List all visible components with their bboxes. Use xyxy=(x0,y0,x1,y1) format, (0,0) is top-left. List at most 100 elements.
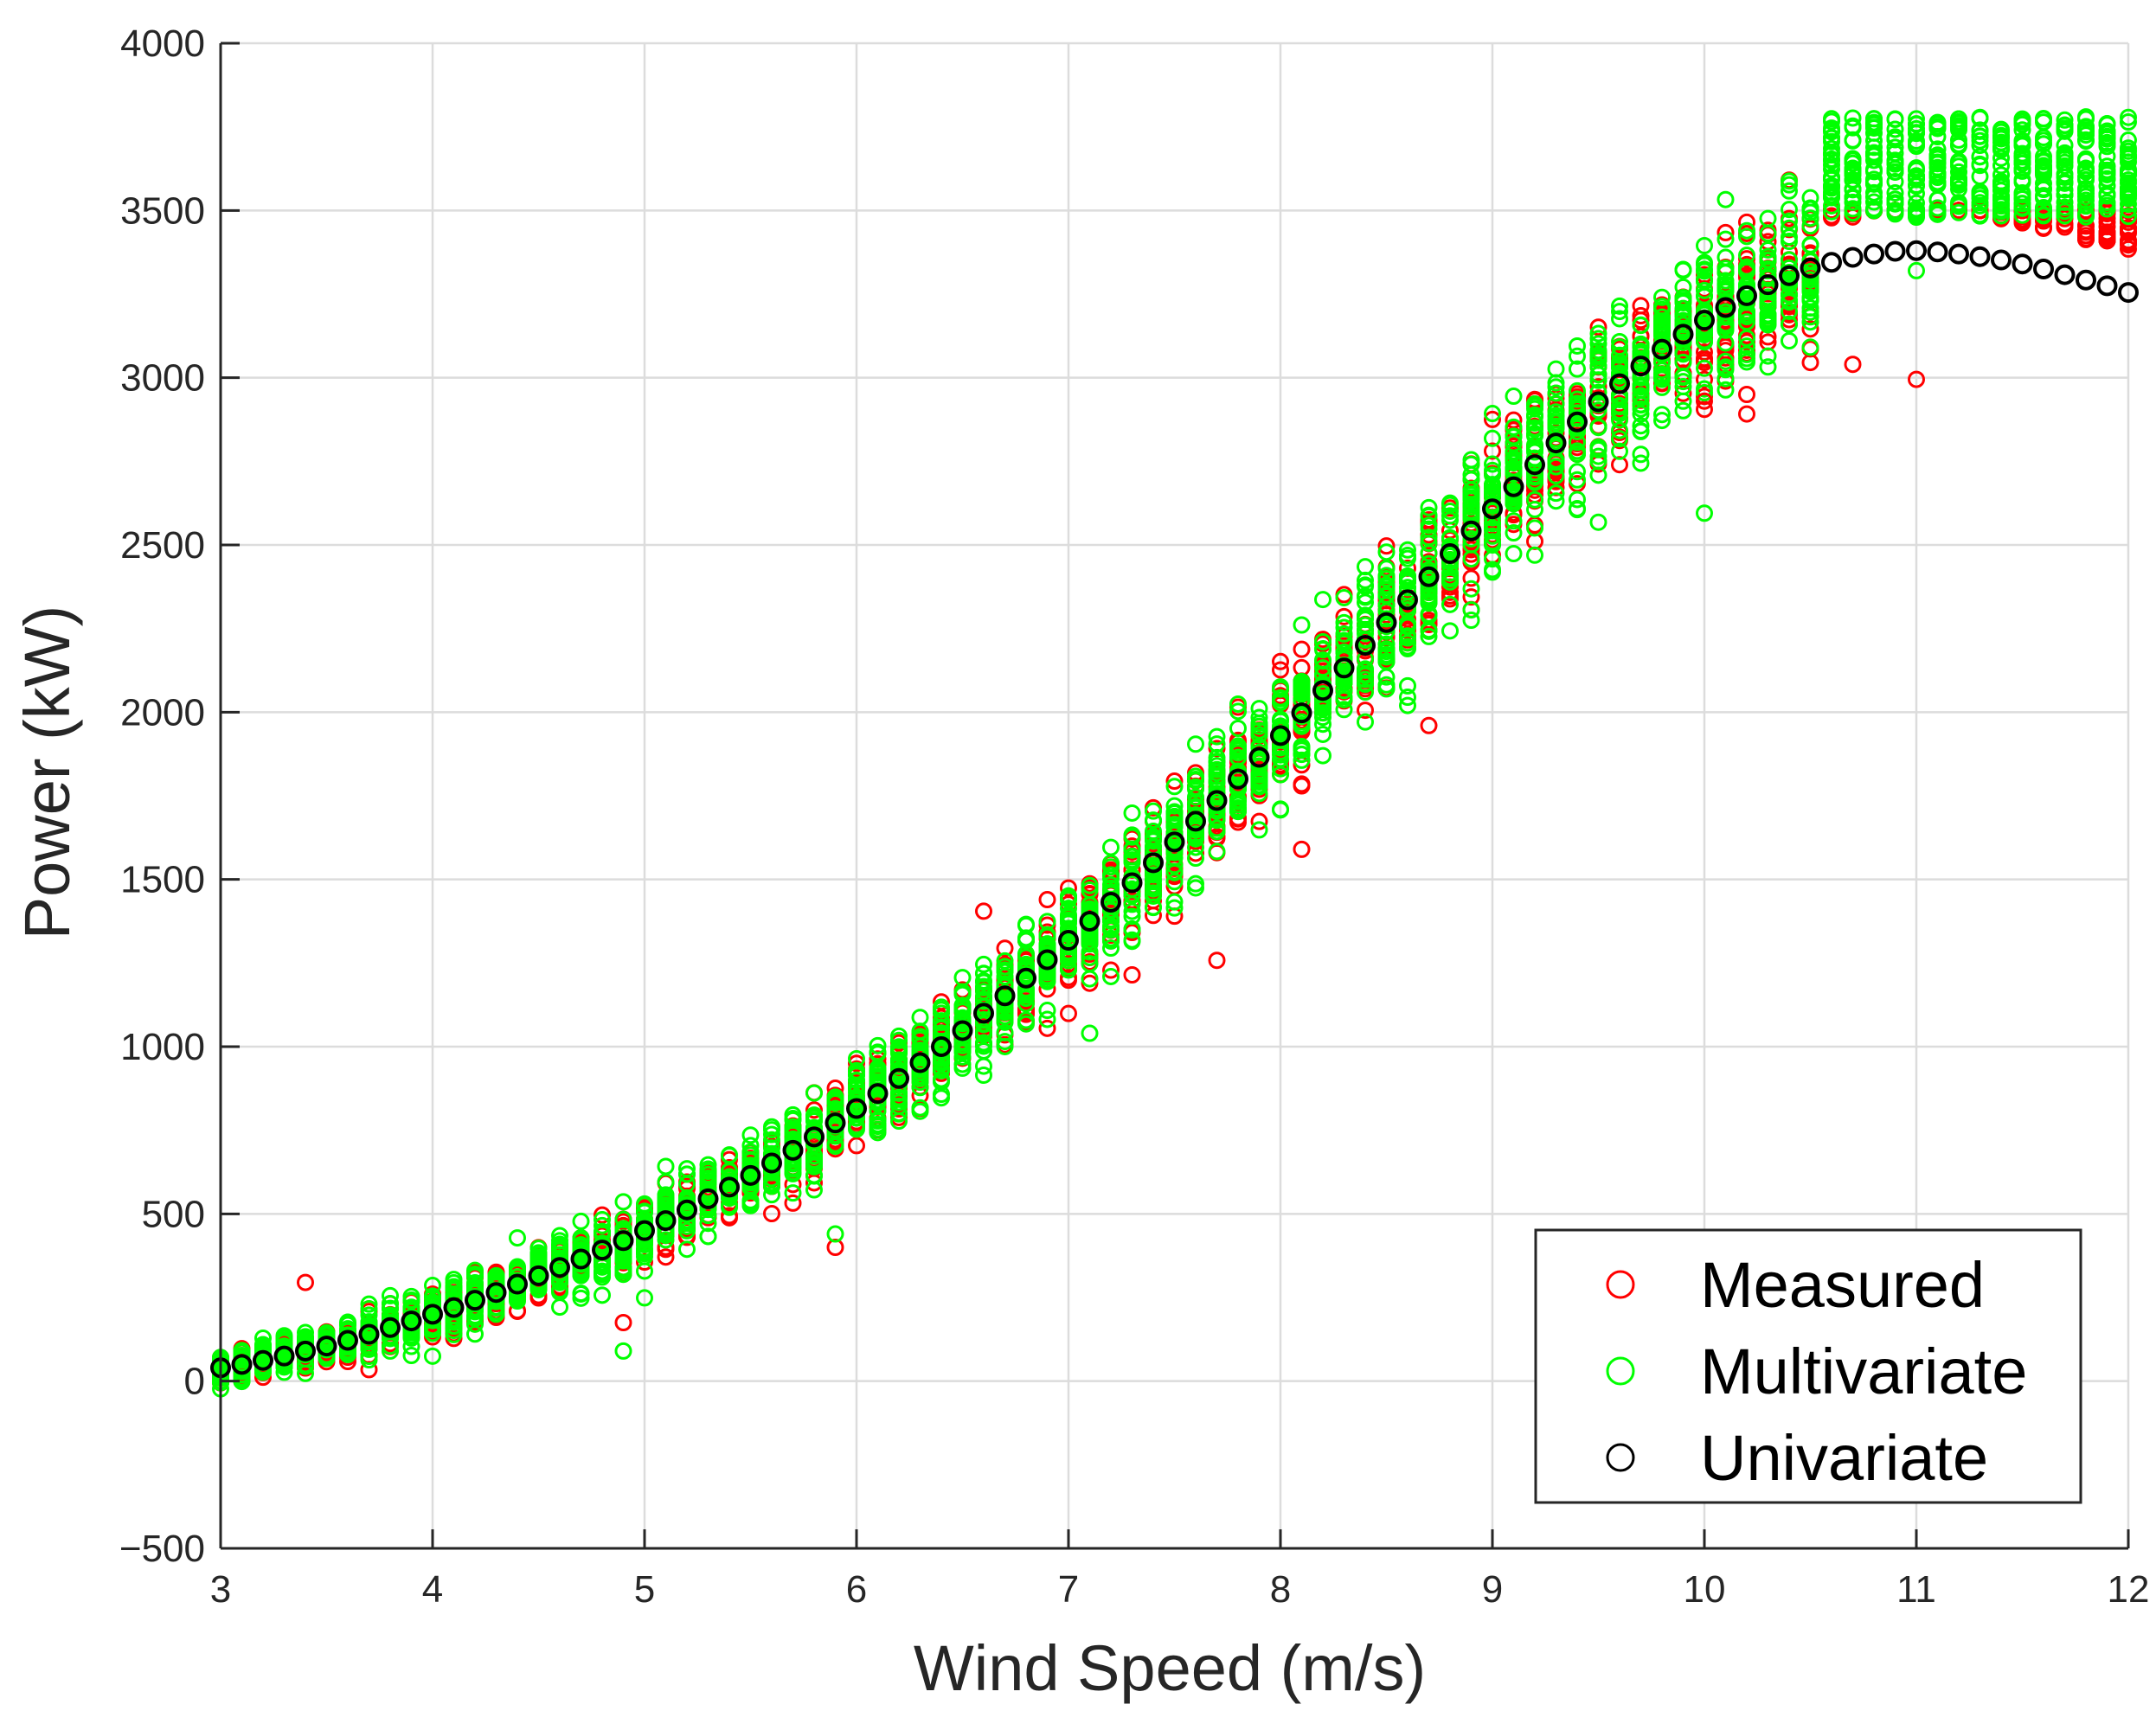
multivariate-point xyxy=(1696,380,1713,398)
univariate-point xyxy=(1228,768,1248,790)
multivariate-point xyxy=(1781,212,1798,230)
multivariate-point xyxy=(1908,159,1925,177)
multivariate-point xyxy=(953,985,972,1003)
multivariate-point xyxy=(1992,141,2010,159)
multivariate-point xyxy=(1505,486,1523,504)
multivariate-point xyxy=(2120,113,2137,131)
multivariate-point xyxy=(826,1105,844,1124)
multivariate-point xyxy=(636,1234,653,1253)
univariate-point xyxy=(570,1248,592,1270)
measured-point xyxy=(1696,392,1713,410)
measured-point xyxy=(996,939,1014,958)
multivariate-point xyxy=(657,1191,675,1209)
multivariate-point xyxy=(1611,364,1628,382)
multivariate-point xyxy=(1674,278,1692,296)
multivariate-point xyxy=(2035,153,2052,171)
multivariate-point xyxy=(1738,247,1755,265)
multivariate-point xyxy=(1611,297,1628,315)
multivariate-point xyxy=(614,1342,632,1360)
multivariate-point xyxy=(1589,513,1607,531)
multivariate-point xyxy=(2013,111,2031,129)
multivariate-point xyxy=(2056,111,2074,129)
multivariate-point xyxy=(1462,529,1480,548)
multivariate-point xyxy=(1208,727,1226,746)
multivariate-point xyxy=(1526,546,1543,564)
multivariate-point xyxy=(1908,184,1925,202)
multivariate-point xyxy=(551,1283,568,1301)
multivariate-point xyxy=(1716,352,1735,370)
x-tick-label: 6 xyxy=(846,1568,867,1611)
measured-point xyxy=(1484,410,1501,428)
multivariate-point xyxy=(2077,208,2095,226)
multivariate-point xyxy=(1165,873,1184,891)
multivariate-point xyxy=(1505,545,1523,563)
multivariate-point xyxy=(1844,180,1862,198)
multivariate-point xyxy=(741,1126,760,1144)
multivariate-point xyxy=(2056,121,2074,139)
measured-point xyxy=(2098,223,2116,241)
multivariate-point xyxy=(2077,181,2095,199)
multivariate-point xyxy=(1823,112,1840,131)
multivariate-point xyxy=(1992,128,2010,146)
multivariate-point xyxy=(1611,356,1628,374)
y-tick-label: 1500 xyxy=(120,859,205,901)
multivariate-point xyxy=(1229,737,1247,755)
multivariate-point xyxy=(1589,366,1607,384)
multivariate-point xyxy=(890,1088,908,1106)
multivariate-point xyxy=(1759,209,1777,227)
univariate-point xyxy=(1503,476,1524,497)
multivariate-point xyxy=(678,1165,696,1183)
univariate-point xyxy=(1482,498,1503,520)
multivariate-point xyxy=(1823,176,1840,195)
multivariate-point xyxy=(1823,129,1840,147)
multivariate-point xyxy=(1484,550,1501,568)
multivariate-point xyxy=(1781,233,1798,251)
multivariate-point xyxy=(1272,680,1289,698)
multivariate-point xyxy=(741,1196,760,1214)
legend-label: Univariate xyxy=(1700,1422,1988,1494)
multivariate-point xyxy=(1441,622,1459,640)
multivariate-point xyxy=(1738,275,1755,293)
multivariate-point xyxy=(826,1125,844,1144)
multivariate-point xyxy=(1589,330,1607,348)
multivariate-point xyxy=(1781,219,1798,237)
multivariate-point xyxy=(1844,193,1862,211)
multivariate-point xyxy=(1632,422,1650,440)
multivariate-point xyxy=(911,1022,929,1041)
multivariate-point xyxy=(1928,118,1947,136)
multivariate-point xyxy=(636,1245,653,1263)
multivariate-point xyxy=(1759,311,1777,329)
x-tick-label: 8 xyxy=(1270,1568,1291,1611)
multivariate-point xyxy=(1293,675,1311,693)
multivariate-point xyxy=(1928,176,1947,194)
multivariate-point xyxy=(466,1310,484,1328)
multivariate-point xyxy=(1484,522,1501,540)
multivariate-point xyxy=(1081,1024,1099,1042)
multivariate-point xyxy=(1357,665,1374,683)
multivariate-point xyxy=(1696,236,1713,254)
univariate-point xyxy=(1312,680,1333,702)
multivariate-point xyxy=(1187,735,1204,753)
multivariate-point xyxy=(1611,411,1628,429)
multivariate-point xyxy=(933,1061,950,1080)
multivariate-point xyxy=(1145,899,1162,917)
multivariate-point xyxy=(1462,601,1480,619)
measured-point xyxy=(1632,307,1650,325)
multivariate-point xyxy=(1759,288,1777,306)
univariate-point xyxy=(1545,432,1567,454)
univariate-point xyxy=(253,1349,273,1371)
multivariate-point xyxy=(1505,428,1523,446)
multivariate-point xyxy=(1229,720,1247,738)
multivariate-point xyxy=(699,1227,717,1246)
multivariate-point xyxy=(1569,422,1586,440)
multivariate-point xyxy=(699,1169,717,1187)
multivariate-point xyxy=(2035,207,2052,225)
multivariate-point xyxy=(1357,587,1374,606)
univariate-point xyxy=(1058,930,1079,952)
multivariate-point xyxy=(890,1044,908,1062)
multivariate-point xyxy=(1462,465,1480,484)
multivariate-point xyxy=(1865,163,1883,181)
measured-point xyxy=(1293,840,1311,858)
multivariate-point xyxy=(996,1033,1014,1051)
multivariate-point xyxy=(614,1193,632,1211)
